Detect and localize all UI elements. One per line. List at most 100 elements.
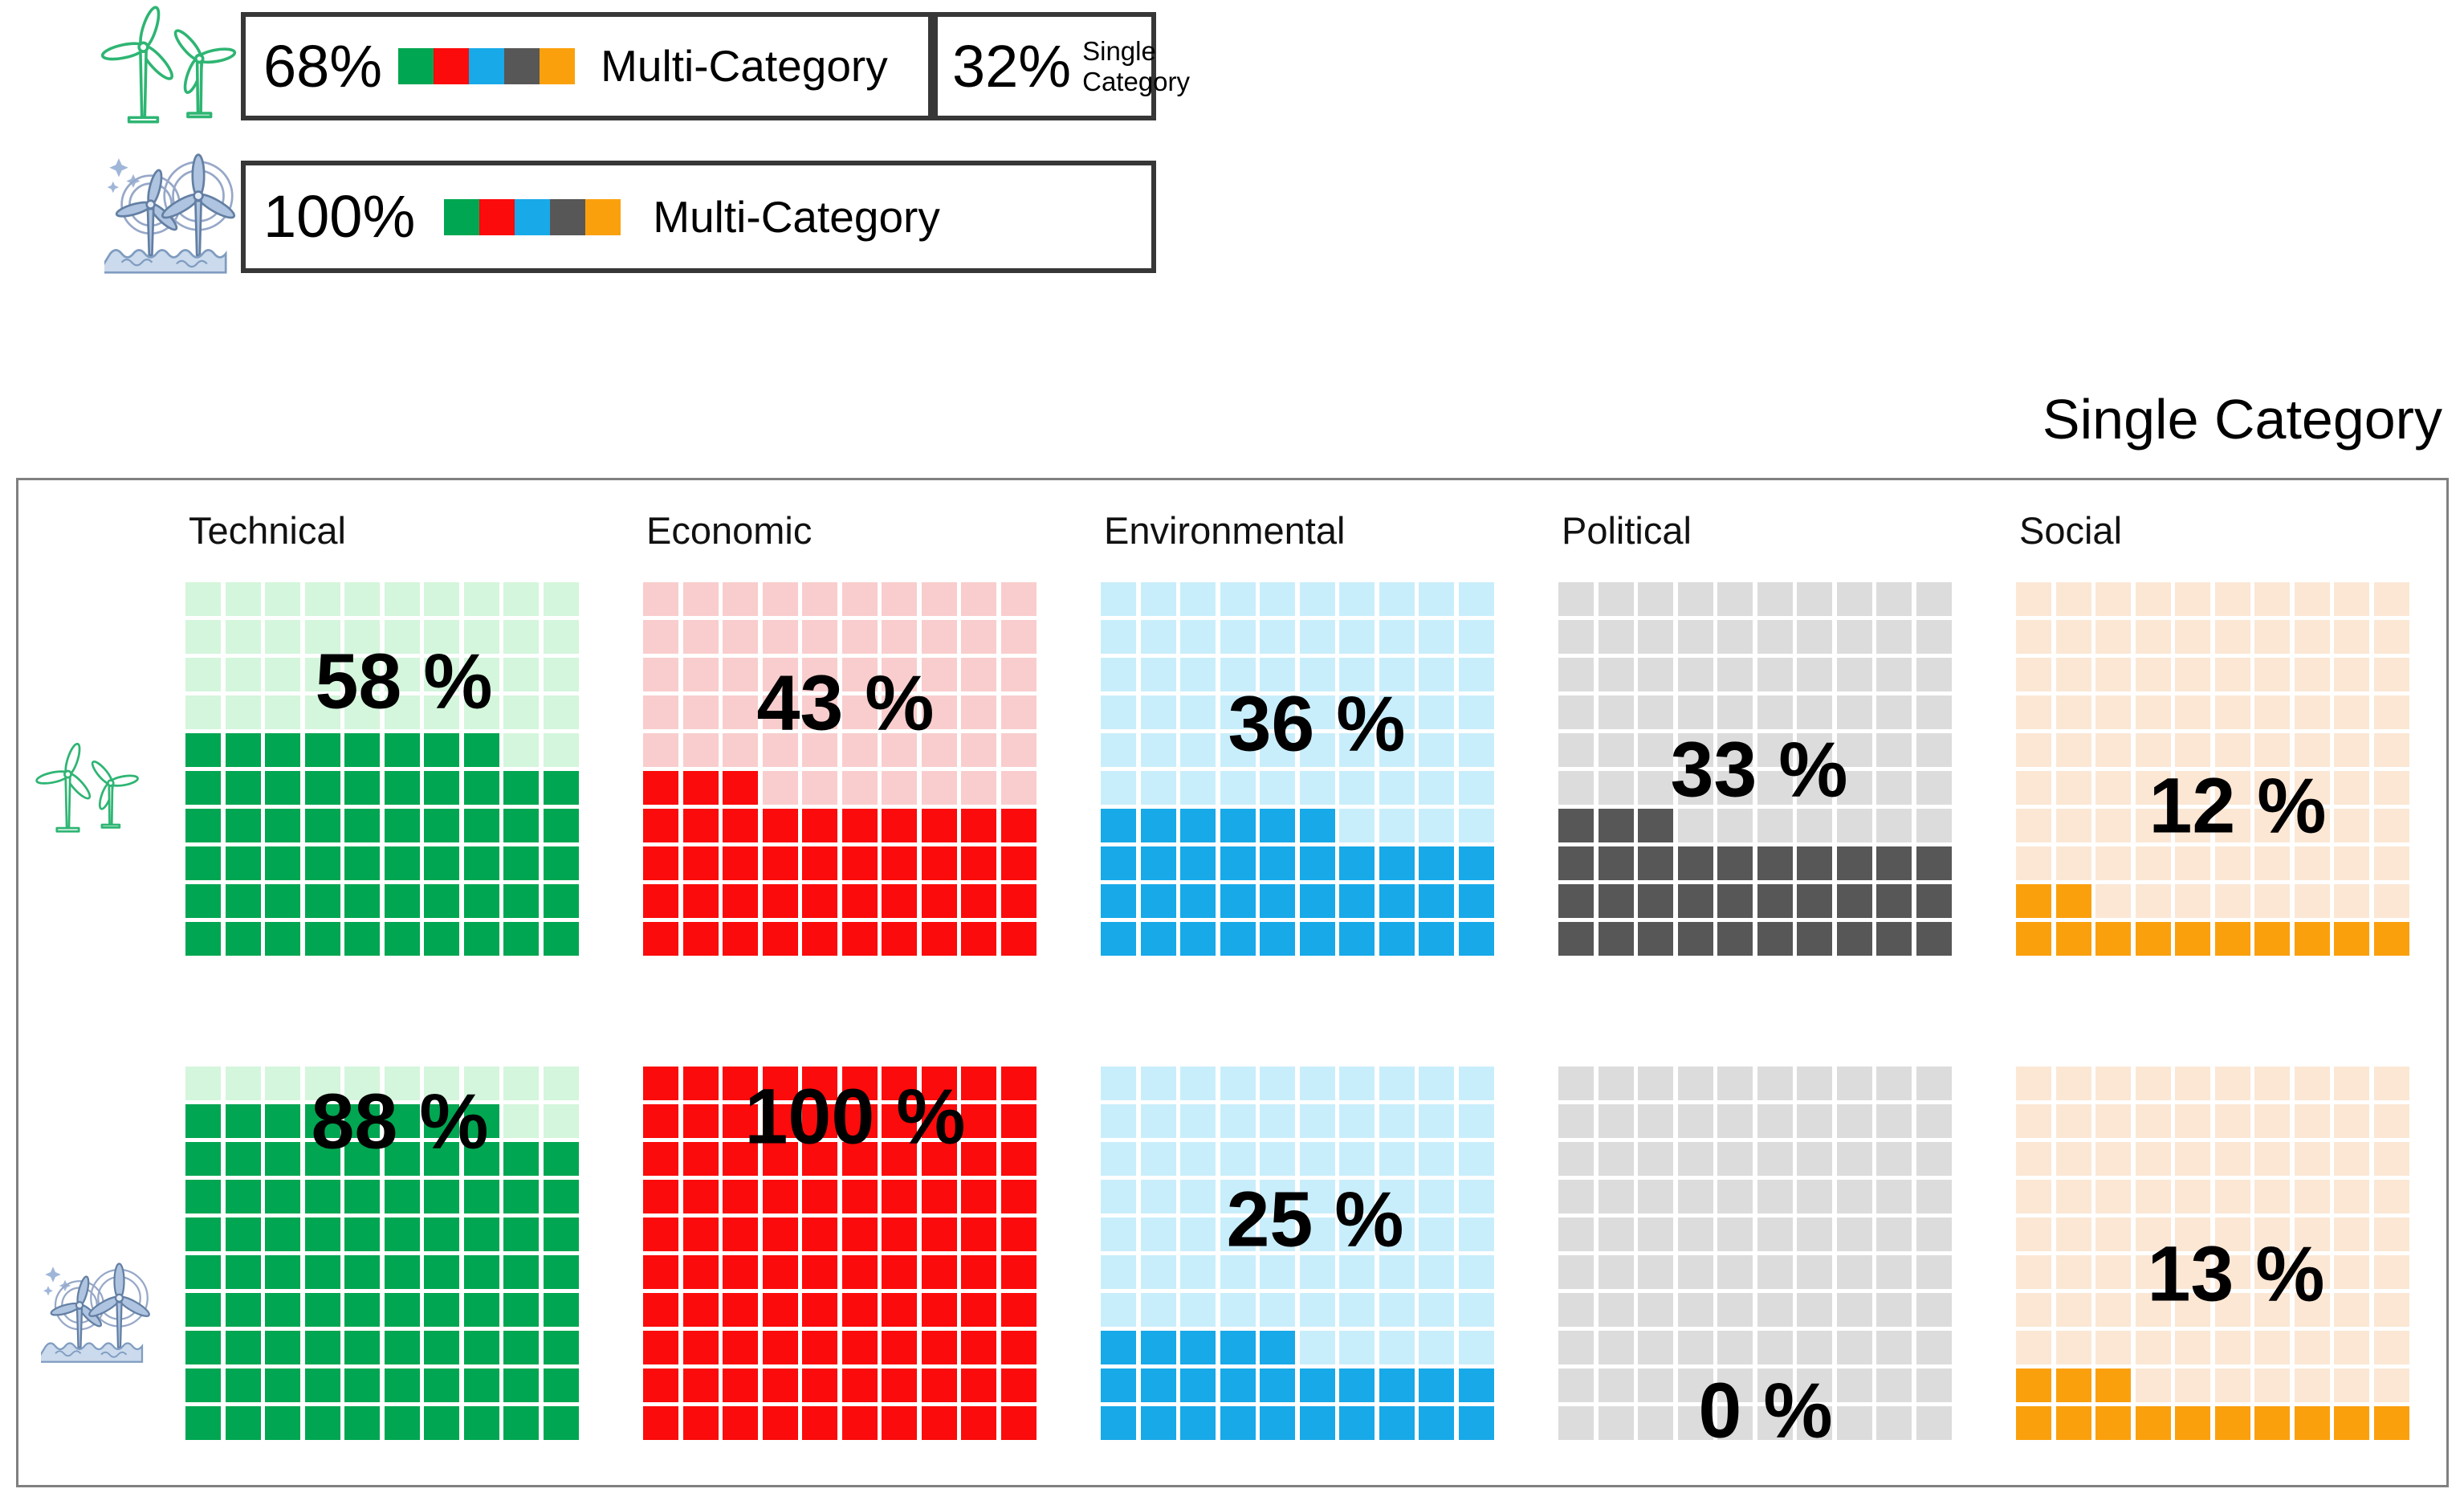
waffle-cell [2016,1331,2051,1364]
waffle-cell [1339,733,1375,767]
waffle-cell [1180,1104,1216,1138]
waffle-cell [1180,582,1216,616]
waffle-cell [2135,922,2171,956]
waffle-cell [2334,1067,2369,1100]
waffle-cell [543,922,579,956]
waffle-cell [1757,1406,1793,1440]
waffle-cell [2214,1293,2250,1327]
waffle-cell [2175,771,2210,805]
waffle-cell [225,658,261,691]
waffle-cell [2214,1067,2250,1100]
waffle-cell [1339,809,1375,842]
waffle-cell [1598,1142,1634,1176]
waffle-cell [1797,1406,1832,1440]
waffle-cell [723,1368,758,1402]
waffle-cell [723,582,758,616]
waffle-cell [2095,1368,2131,1402]
waffle-cell [841,1180,878,1213]
waffle-cell [2095,620,2131,654]
waffle-cell [2294,1331,2330,1364]
waffle-cell [463,695,499,729]
waffle-cell [543,1067,579,1100]
waffle-cell [2214,695,2250,729]
waffle-cell [1458,620,1494,654]
waffle-cell [2016,620,2051,654]
waffle-cell [265,771,300,805]
waffle-cell [643,1368,678,1402]
waffle-cell [2334,771,2369,805]
waffle-cell [643,658,678,691]
waffle-cell [2373,1067,2409,1100]
waffle-cell [1419,1331,1454,1364]
waffle-cell [643,1406,678,1440]
waffle-cell [1260,922,1295,956]
waffle-cell [1260,658,1295,691]
waffle-cell [1180,771,1216,805]
waffle-cell [1140,1180,1176,1213]
waffle-cell [1757,884,1793,918]
waffle-economic-onshore-wind: 43 % [643,582,1037,956]
waffle-cells [2016,582,2409,956]
waffle-cell [2214,620,2250,654]
waffle-cell [1419,1104,1454,1138]
waffle-cell [882,1067,917,1100]
waffle-cell [2294,846,2330,880]
waffle-percent-label: 88 % [311,1077,489,1165]
waffle-cell [643,1255,678,1289]
waffle-cell [185,771,221,805]
waffle-cell [2135,809,2171,842]
waffle-cell [1260,809,1295,842]
waffle-cell [961,1067,996,1100]
waffle-cell [225,582,261,616]
waffle-cell [1000,846,1037,880]
waffle-cell [2055,1406,2091,1440]
waffle-cell [304,658,340,691]
waffle-cell [882,1368,917,1402]
waffle-cell [2095,1218,2131,1251]
waffle-cell [1379,1368,1415,1402]
waffle-cell [1717,809,1753,842]
waffle-cell [1916,733,1952,767]
waffle-cell [1419,1067,1454,1100]
waffle-cell [1101,809,1136,842]
waffle-cell [1180,1331,1216,1364]
waffle-cell [2254,1368,2290,1402]
waffle-cell [1638,846,1673,880]
waffle-cell [1598,1368,1634,1402]
waffle-cell [1260,1142,1295,1176]
waffle-cell [1299,1180,1335,1213]
waffle-cell [1757,809,1793,842]
waffle-cell [1598,1180,1634,1213]
waffle-cell [1419,658,1454,691]
waffle-cell [2294,771,2330,805]
waffle-cell [1757,922,1793,956]
waffle-cell [1558,733,1594,767]
waffle-cell [1598,620,1634,654]
waffle-cell [1638,1180,1673,1213]
waffle-cell [1717,1104,1753,1138]
waffle-cell [1220,846,1256,880]
waffle-cell [2016,1180,2051,1213]
waffle-cell [682,1142,719,1176]
waffle-cell [384,922,420,956]
waffle-cell [1598,1255,1634,1289]
waffle-cell [1260,1067,1295,1100]
waffle-cell [1598,1293,1634,1327]
waffle-cell [1140,884,1176,918]
waffle-cell [185,809,221,842]
waffle-cell [185,1368,221,1402]
waffle-cell [1458,1218,1494,1251]
waffle-cell [1797,884,1832,918]
waffle-cell [2095,1067,2131,1100]
waffle-cell [723,1406,758,1440]
waffle-cell [2254,658,2290,691]
waffle-cell [1260,884,1295,918]
legend-color-swatches [398,48,576,84]
waffle-environmental-onshore-wind: 36 % [1101,582,1494,956]
waffle-cell [2135,1180,2171,1213]
waffle-cell [1797,1293,1832,1327]
waffle-cell [762,1180,798,1213]
waffle-cell [1299,1331,1335,1364]
waffle-cell [1677,1067,1713,1100]
waffle-cell [921,1406,957,1440]
